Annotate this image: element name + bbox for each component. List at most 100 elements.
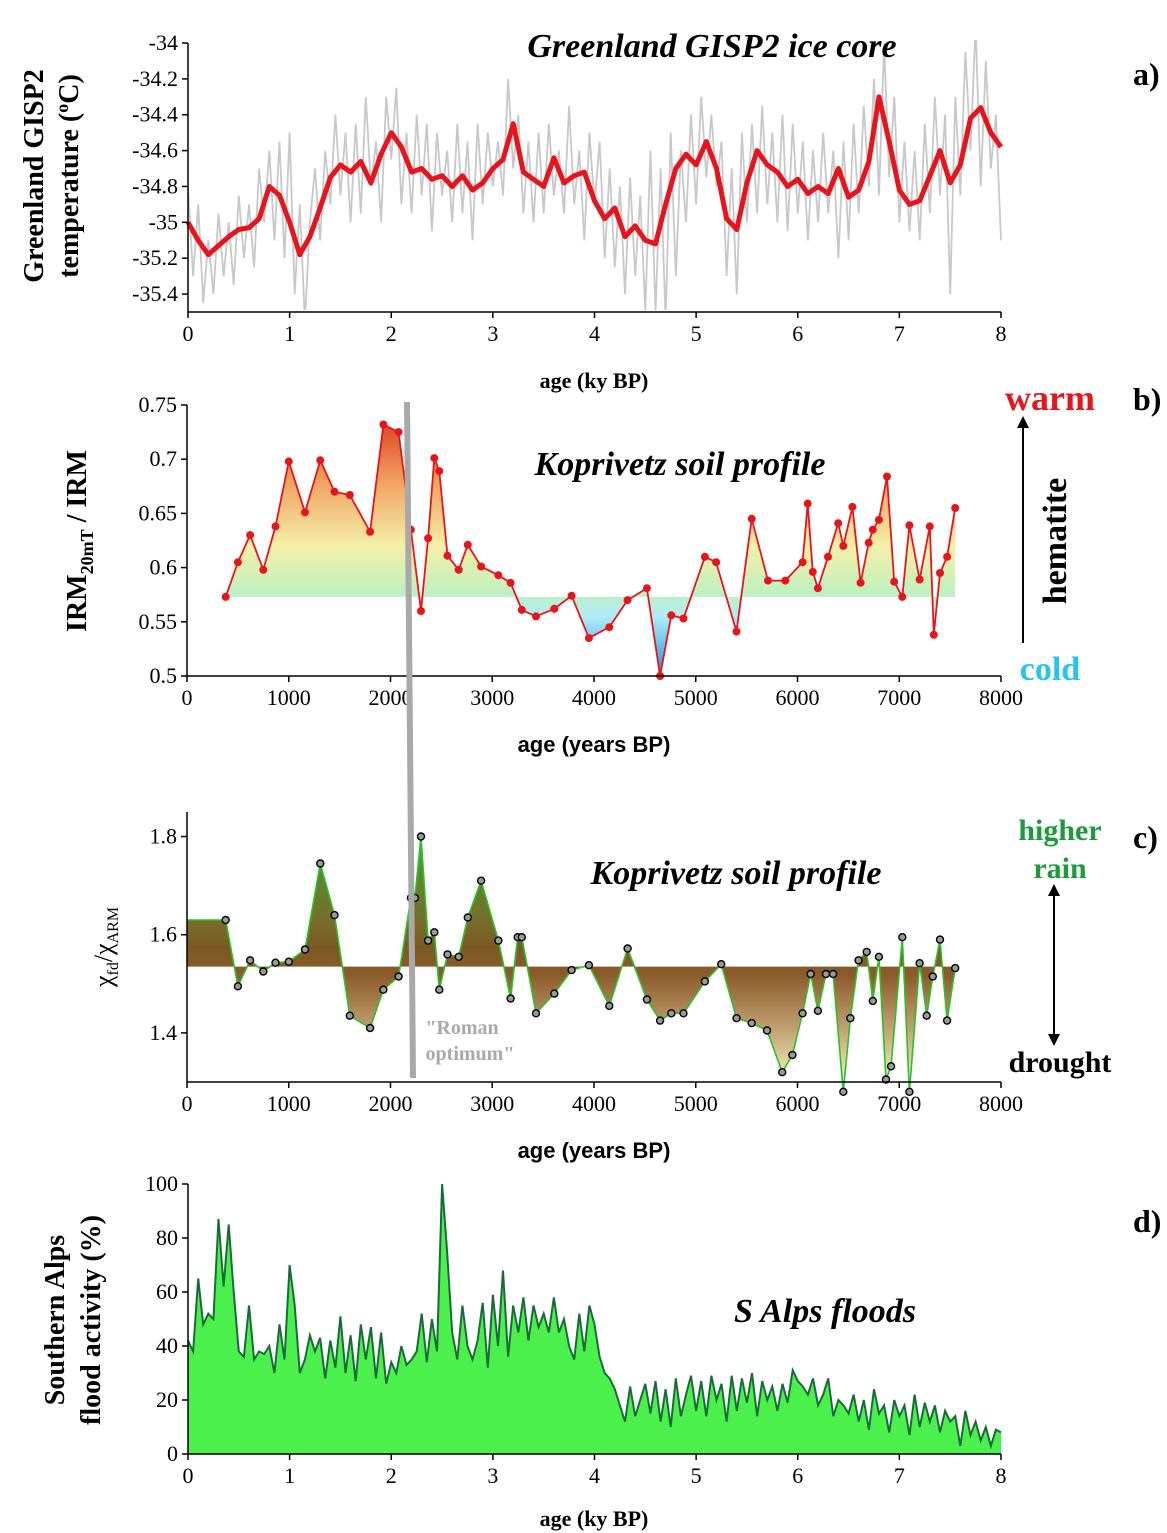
irm-point [868,525,877,534]
chi-ratio-point [454,952,463,961]
irm-point [550,604,559,613]
chi-ratio-point [747,1018,756,1028]
y-tick-label: -34.6 [132,138,178,163]
higher-rain-label-1: higher [1018,814,1101,847]
panel-c-axes: 0 1000 2000 3000 4000 5000 6000 7000 8000 1.4 1.6 1… [150,812,1023,1116]
x-tick-label: 8000 [979,685,1023,710]
irm-point [366,527,375,536]
irm-point [301,508,309,517]
irm-point [271,522,280,531]
chi-ratio-point [679,1009,688,1018]
chi-ratio-point [517,933,526,942]
y-tick-label: -35.4 [132,281,178,306]
ylabel-a-text: temperature ( [54,113,85,278]
x-tick-label: 4000 [572,1091,616,1116]
chi-ratio-point [567,965,576,975]
irm-point [803,499,812,508]
ylabel-c-sub1: fd [105,962,122,975]
x-tick-label: 3 [487,1463,498,1488]
chi-ratio-point [862,947,871,957]
chi-ratio-point [874,952,884,961]
x-tick-label: 5 [691,321,702,346]
chi-ratio-point [435,985,444,994]
flood-series-line [187,1183,1002,1450]
irm-point [259,565,268,574]
panel-b-title: Koprivetz soil profile [534,446,826,483]
x-tick-label: 3 [487,321,498,346]
chi-ratio-point [868,996,877,1006]
ylabel-c-chi1: χ [89,975,118,988]
irm-series-points [221,420,960,680]
irm-point [874,515,883,524]
panel-b-xlabel: age (years BP) [518,732,671,757]
x-tick-label: 2 [386,321,397,346]
ylabel-b-sub: 20mT [77,529,97,574]
chi-ratio-point [245,956,255,965]
chi-ratio-point [476,876,486,885]
x-tick-label: 0 [183,1463,194,1488]
irm-point [864,538,873,547]
irm-point [890,577,899,586]
panel-b-axes: 0 1000 2000 3000 4000 5000 6000 7000 8000 0.5 0.55… [139,392,1024,710]
irm-point [700,552,709,561]
panel-d-xlabel: age (ky BP) [540,1506,649,1531]
chi-ratio-point [935,935,945,944]
x-tick-label: 6000 [776,1091,820,1116]
x-tick-label: 2 [386,1463,397,1488]
panel-b-irm: 0 1000 2000 3000 4000 5000 6000 7000 8000 0.5 0.55… [62,378,1161,757]
chi-ratio-point [330,910,339,920]
x-tick-label: 7000 [877,1091,921,1116]
chi-ratio-point [806,969,815,979]
irm-point [454,565,463,574]
irm-point [443,551,452,560]
x-tick-label: 5000 [674,1091,718,1116]
chi-ratio-point [732,1014,741,1023]
x-tick-label: 6000 [776,685,820,710]
chi-ratio-point [854,956,863,965]
x-tick-label: 1 [284,321,295,346]
irm-point [808,567,817,576]
irm-point [712,558,721,567]
chi-ratio-point [443,950,452,959]
x-tick-label: 4 [589,1463,600,1488]
chi-ratio-point [922,1011,931,1020]
x-tick-label: 7 [894,321,905,346]
irm-point [424,534,433,543]
irm-point [494,571,503,580]
chi-ratio-point [655,1016,665,1025]
irm-point [781,576,790,585]
chi-ratio-point [494,936,503,945]
chi-ratio-point [798,1009,807,1018]
chi-ratio-point [951,963,960,973]
x-tick-label: 7000 [877,685,921,710]
panel-a-ylabel-line2: temperature (oC) [52,74,85,278]
panel-a-ylabel-line1: Greenland GISP2 [19,69,50,282]
chi-ratio-point [928,972,937,981]
x-tick-label: 0 [183,321,194,346]
irm-point [623,596,632,605]
chi-ratio-point [813,1006,823,1015]
irm-point [430,454,439,463]
y-tick-label: -35 [149,209,178,234]
chi-ratio-point [788,1050,797,1060]
chi-ratio-point [430,928,439,937]
irm-point [905,521,914,530]
chi-ratio-point [846,1014,855,1023]
chi-ratio-point [821,969,831,979]
x-tick-label: 3000 [470,1091,514,1116]
chi-ratio-point [717,960,726,969]
x-tick-label: 1000 [267,685,311,710]
y-tick-label: 0.65 [139,500,178,525]
y-tick-label: 1.8 [150,824,178,849]
ylabel-c-slash: /χ [89,943,118,962]
panel-a-axes: 0 1 2 3 4 5 6 7 8 -35.4 -35.2 -35 -34.8 -34.6 -34.4 -34… [132,30,1006,346]
chi-ratio-point [271,958,280,967]
chi-ratio-point [762,1026,772,1035]
higher-rain-label-2: rain [1033,852,1087,885]
x-tick-label: 5 [691,1463,702,1488]
chi-ratio-point [623,944,632,953]
x-tick-label: 1 [284,1463,295,1488]
roman-optimum-marker [404,401,416,1079]
y-tick-label: 80 [156,1225,178,1250]
